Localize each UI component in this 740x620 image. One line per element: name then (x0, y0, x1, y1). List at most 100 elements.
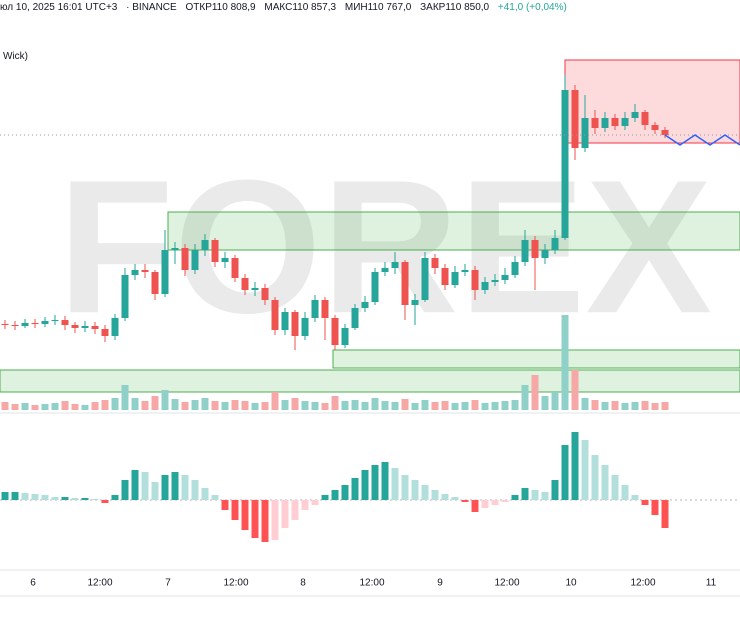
volume-bar (651, 403, 659, 410)
zone (564, 59, 740, 144)
candle-body (261, 288, 269, 300)
zone (0, 369, 740, 393)
oscillator-bar (241, 500, 249, 530)
candle-body (391, 262, 399, 268)
volume-bar (461, 402, 469, 410)
oscillator-bar (501, 500, 509, 502)
oscillator-bar (181, 475, 189, 500)
candle-body (521, 240, 529, 262)
volume-bar (101, 400, 109, 410)
volume-bar (641, 401, 649, 410)
candle-body (171, 248, 179, 250)
oscillator-bar (61, 497, 69, 500)
candle-body (461, 270, 469, 272)
oscillator-bar (71, 498, 79, 500)
x-tick-label: 6 (30, 578, 36, 589)
projection-line (664, 134, 740, 146)
candle-body (211, 240, 219, 262)
oscillator-bar (411, 480, 419, 500)
volume-bar (81, 405, 89, 410)
oscillator-bar (571, 432, 579, 500)
volume-bar (631, 402, 639, 410)
candle-body (271, 300, 279, 330)
oscillator-bar (321, 495, 329, 500)
volume-bar (21, 403, 29, 410)
exchange: · BINANCE (126, 2, 177, 13)
low: МИН110 767,0 (344, 2, 412, 13)
candle-body (151, 272, 159, 294)
volume-bar (261, 402, 269, 410)
volume-bar (411, 403, 419, 410)
candle-body (651, 125, 659, 130)
oscillator-bar (531, 490, 539, 500)
x-tick-label: 9 (437, 578, 443, 589)
x-tick-label: 12:00 (223, 578, 248, 589)
oscillator-bar (51, 497, 59, 500)
volume-bar (231, 400, 239, 410)
change: +41,0 (+0,04%) (497, 2, 567, 13)
volume-bar (431, 402, 439, 410)
oscillator-bar (661, 500, 669, 528)
volume-bar (541, 396, 549, 410)
oscillator-bar (141, 472, 149, 500)
candle-body (161, 250, 169, 294)
volume-bar (331, 396, 339, 410)
oscillator-bar (41, 495, 49, 500)
candle-body (601, 118, 609, 128)
candle-body (621, 118, 629, 126)
close: ЗАКР110 850,0 (420, 2, 490, 13)
oscillator-bar (421, 485, 429, 500)
candle-body (481, 282, 489, 290)
candle-body (591, 118, 599, 128)
oscillator-bar (521, 488, 529, 500)
volume-bar (351, 400, 359, 410)
oscillator-bar (471, 500, 479, 512)
oscillator-bar (281, 500, 289, 528)
oscillator-bar (21, 493, 29, 500)
volume-bar (291, 398, 299, 410)
candle-body (141, 270, 149, 272)
oscillator-bar (401, 475, 409, 500)
volume-bar (131, 398, 139, 410)
volume-bar (41, 404, 49, 410)
x-tick-label: 12:00 (87, 578, 112, 589)
candle-body (561, 90, 569, 238)
volume-bar (361, 402, 369, 410)
zone (332, 349, 740, 369)
volume-bar (561, 315, 569, 410)
candle-body (661, 130, 669, 135)
oscillator-bar (131, 470, 139, 500)
volume-bar (571, 370, 579, 410)
volume-bar (111, 398, 119, 410)
oscillator-bar (311, 500, 319, 505)
oscillator-bar (341, 485, 349, 500)
oscillator-bar (271, 500, 279, 540)
candle-body (81, 326, 89, 328)
volume-bar (1, 402, 9, 410)
oscillator-bar (461, 500, 469, 502)
volume-bar (171, 399, 179, 410)
oscillator-bar (151, 482, 159, 500)
oscillator-bar (431, 490, 439, 500)
volume-bar (271, 392, 279, 410)
oscillator-bar (641, 500, 649, 505)
oscillator-bar (171, 472, 179, 500)
candle-body (11, 325, 19, 326)
volume-bar (531, 375, 539, 410)
volume-bar (181, 402, 189, 410)
volume-bar (201, 398, 209, 410)
oscillator-bar (221, 500, 229, 510)
x-tick-label: 12:00 (494, 578, 519, 589)
candle-body (421, 258, 429, 300)
watermark: FOREX (58, 141, 713, 353)
x-tick-label: 11 (706, 578, 717, 589)
candle-body (451, 272, 459, 285)
volume-bar (221, 402, 229, 410)
oscillator-bar (441, 494, 449, 500)
oscillator-bar (591, 455, 599, 500)
candle-body (431, 258, 439, 268)
candle-body (511, 262, 519, 275)
oscillator-bar (1, 492, 9, 500)
volume-bar (141, 401, 149, 410)
